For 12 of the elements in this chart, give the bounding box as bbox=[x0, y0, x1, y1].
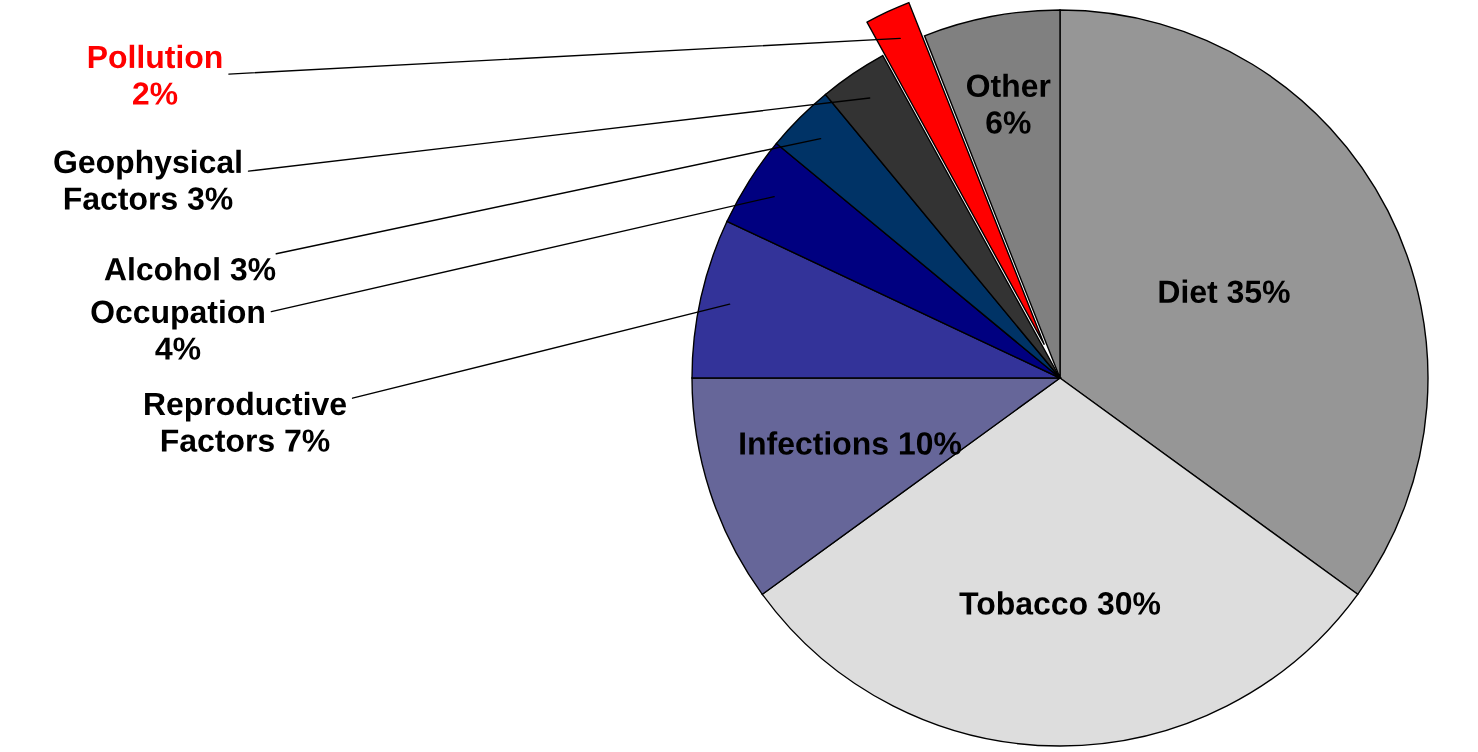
slice-label: Infections 10% bbox=[740, 431, 962, 455]
data-label: 4% bbox=[155, 337, 201, 360]
data-label: 2% bbox=[133, 82, 178, 105]
slice-label: Reproductive Factors 7% bbox=[145, 391, 346, 452]
slice-label: Diet 35% bbox=[1159, 279, 1290, 304]
slice-label: Pollution bbox=[88, 44, 222, 69]
data-label: 6% bbox=[986, 111, 1031, 134]
slice-label: Other bbox=[967, 73, 1051, 98]
slice-label: Occupation bbox=[91, 299, 264, 330]
slice-label: Tobacco 30% bbox=[959, 591, 1161, 615]
slice-label: Alcohol 3% bbox=[104, 257, 276, 281]
slice-label: Geophysical Factors 3% bbox=[54, 149, 241, 210]
